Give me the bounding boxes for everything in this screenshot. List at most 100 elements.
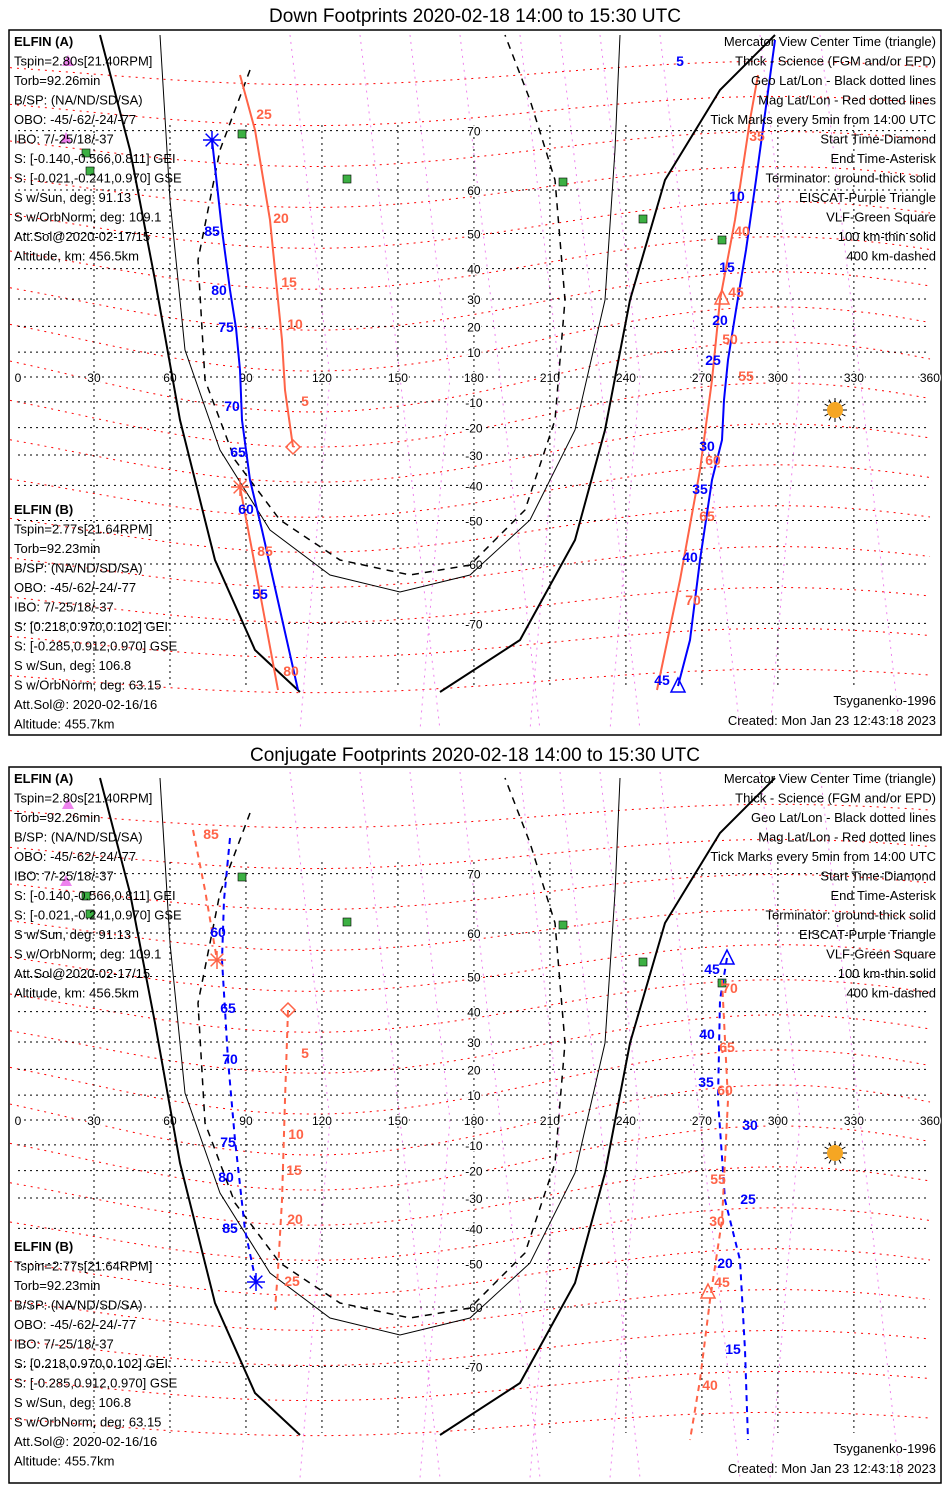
- time-tick-label: 30: [709, 1213, 725, 1229]
- lon-tick-label: 90: [239, 371, 253, 385]
- end-asterisk-icon: [208, 951, 226, 969]
- legend-line: Mercator View Center Time (triangle): [724, 771, 936, 786]
- time-tick-label: 80: [211, 282, 227, 298]
- time-tick-label: 15: [725, 1341, 741, 1357]
- time-tick-label: 40: [734, 223, 750, 239]
- time-tick-label: 45: [654, 672, 670, 688]
- lat-tick-label: 70: [467, 868, 481, 882]
- legend-line: Mag Lat/Lon - Red dotted lines: [758, 830, 936, 845]
- time-tick-label: 70: [722, 980, 738, 996]
- elfin-b-info-line: B/SP: (NA/ND/SD/SA): [14, 561, 143, 576]
- vlf-station-square-icon: [342, 917, 352, 927]
- vlf-station-square-icon: [85, 909, 95, 919]
- created-timestamp: Created: Mon Jan 23 12:43:18 2023: [728, 713, 936, 728]
- lon-tick-label: 180: [464, 371, 484, 385]
- info-text: ELFIN (A) Tspin=2.80s[21.40RPM] Torb=92.26…: [14, 34, 936, 732]
- mag-lat-line: [9, 1207, 931, 1261]
- time-tick-label: 60: [210, 924, 226, 940]
- elfin-a-info-line: S: [-0.021,-0.241,0.970] GSE: [14, 171, 182, 186]
- center-time-triangle-icon: [699, 1282, 717, 1299]
- lon-tick-label: 210: [540, 1114, 560, 1128]
- time-tick-label: 15: [719, 259, 735, 275]
- elfin-a-info-line: OBO: -45/-62/-24/-77: [14, 849, 136, 864]
- time-tick-label: 5: [301, 393, 309, 409]
- time-tick-label: 30: [742, 1117, 758, 1133]
- lon-tick-label: 30: [87, 371, 101, 385]
- lat-tick-label: 70: [467, 125, 481, 139]
- time-tick-label: 10: [287, 316, 303, 332]
- mag-lat-line: [9, 944, 931, 992]
- mag-lon-line: [659, 771, 741, 1479]
- time-tick-label: 45: [728, 284, 744, 300]
- legend-line: 400 km-dashed: [846, 249, 936, 264]
- terminator-ground-line: [99, 777, 301, 1436]
- mag-lat-line: [9, 341, 931, 413]
- mag-lon-line: [599, 771, 641, 1479]
- elfin-b-info-line: Altitude: 455.7km: [14, 1454, 114, 1469]
- vlf-station-square-icon: [342, 174, 352, 184]
- panel-title: Conjugate Footprints 2020-02-18 14:00 to…: [250, 745, 700, 766]
- time-tick-label: 65: [220, 1000, 236, 1016]
- mag-lat-line: [9, 131, 931, 167]
- legend-line: Mercator View Center Time (triangle): [724, 34, 936, 49]
- mag-lat-line: [9, 627, 931, 659]
- terminator-100km-line: [159, 777, 621, 1336]
- lat-tick-label: -40: [465, 1222, 483, 1236]
- elfin-a-info-line: Tspin=2.80s[21.40RPM]: [14, 791, 152, 806]
- lon-tick-label: 150: [388, 371, 408, 385]
- lon-tick-label: 60: [163, 1114, 177, 1128]
- mag-lat-line: [9, 1330, 931, 1366]
- center-time-triangle-icon: [718, 948, 736, 965]
- legend-line: Thick - Science (FGM and/or EPD): [735, 791, 936, 806]
- time-tick-label: 60: [705, 452, 721, 468]
- time-tick-label: 60: [238, 501, 254, 517]
- terminator-ground-line: [439, 34, 776, 693]
- mag-lat-line: [9, 505, 931, 553]
- elfin-a-info-line: Altitude, km: 456.5km: [14, 986, 139, 1001]
- mag-lat-line: [9, 1370, 931, 1402]
- time-tick-label: 10: [288, 1126, 304, 1142]
- time-tick-label: 35: [698, 1074, 714, 1090]
- time-tick-label: 55: [710, 1171, 726, 1187]
- elfin-b-info-line: S: [-0.285,0.912,0.970] GSE: [14, 639, 178, 654]
- elfin-a-track-left: [211, 139, 299, 691]
- vlf-station-square-icon: [717, 235, 727, 245]
- elfin-a-info-line: IBO: 7/-25/18/-37: [14, 869, 114, 884]
- lat-tick-label: 30: [467, 1036, 481, 1050]
- legend-line: Terminator: ground-thick solid: [765, 171, 936, 186]
- lon-tick-label: 60: [163, 371, 177, 385]
- time-tick-label: 25: [740, 1191, 756, 1207]
- mag-lat-line: [9, 201, 931, 249]
- mag-lat-line: [9, 979, 931, 1033]
- lat-tick-label: -20: [465, 1165, 483, 1179]
- legend-line: Start Time-Diamond: [820, 132, 936, 147]
- lon-tick-label: 0: [15, 371, 22, 385]
- legend-line: EISCAT-Purple Triangle: [799, 927, 936, 942]
- elfin-a-info-line: S: [-0.140,-0.566,0.811] GEI: [14, 151, 176, 166]
- lat-tick-label: 60: [467, 184, 481, 198]
- lat-tick-label: -70: [465, 1360, 483, 1374]
- plot-frame: [8, 29, 942, 736]
- lat-tick-label: 30: [467, 293, 481, 307]
- legend-line: 100 km-thin solid: [838, 229, 936, 244]
- start-diamond-icon: [284, 438, 302, 456]
- lat-tick-label: -10: [465, 1139, 483, 1153]
- legend-line: VLF-Green Square: [826, 210, 936, 225]
- lon-tick-label: 120: [312, 371, 332, 385]
- lon-tick-label: 330: [844, 1114, 864, 1128]
- lon-tick-label: 360: [920, 1114, 940, 1128]
- time-tick-label: 55: [738, 368, 754, 384]
- vlf-station-square-icon: [237, 872, 247, 882]
- model-label: Tsyganenko-1996: [833, 693, 936, 708]
- time-tick-label: 85: [204, 223, 220, 239]
- lat-tick-label: -60: [465, 558, 483, 572]
- elfin-a-info-line: Tspin=2.80s[21.40RPM]: [14, 54, 152, 69]
- time-tick-label: 85: [203, 826, 219, 842]
- time-tick-label: 40: [682, 549, 698, 565]
- lon-tick-label: 240: [616, 1114, 636, 1128]
- legend-line: Terminator: ground-thick solid: [765, 908, 936, 923]
- mag-lat-line: [9, 166, 931, 208]
- time-tick-label: 50: [722, 331, 738, 347]
- time-tick-label: 45: [704, 961, 720, 977]
- legend-line: Start Time-Diamond: [820, 869, 936, 884]
